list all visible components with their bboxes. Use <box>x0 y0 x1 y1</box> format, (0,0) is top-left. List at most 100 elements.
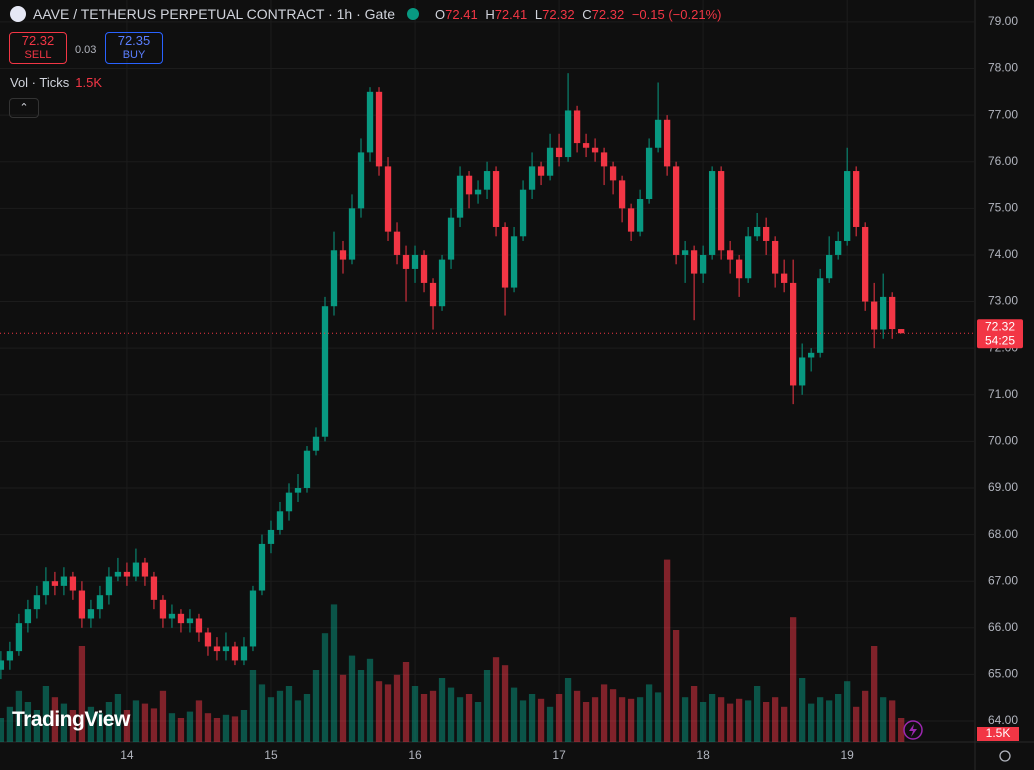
candle-body <box>339 250 347 260</box>
candle-body <box>826 254 833 279</box>
volume-bar <box>96 713 104 742</box>
buy-price: 72.35 <box>117 33 151 48</box>
volume-bar <box>240 710 248 742</box>
ohlc-value: 72.32 <box>591 6 625 22</box>
collapse-button[interactable]: ⌃ <box>9 98 39 118</box>
candle-body <box>726 250 734 260</box>
candle-body <box>24 609 32 624</box>
volume-bar <box>51 697 59 742</box>
candle-body <box>681 250 689 255</box>
volume-bar <box>222 714 230 742</box>
sell-price: 72.32 <box>21 33 55 48</box>
volume-bar <box>303 694 311 742</box>
settings-icon[interactable] <box>999 750 1011 762</box>
volume-bar <box>880 697 887 742</box>
volume-label: 1.5K <box>986 726 1011 740</box>
candle-body <box>51 581 59 586</box>
sell-button[interactable]: 72.32 SELL <box>9 32 67 64</box>
volume-bar <box>762 702 770 742</box>
volume-bar <box>258 684 266 742</box>
volume-bar <box>312 670 320 742</box>
volume-bar <box>231 716 239 742</box>
volume-bar <box>510 687 518 742</box>
candle-body <box>42 581 50 596</box>
candle-body <box>357 152 365 209</box>
volume-bar <box>726 703 734 742</box>
y-tick-label: 64.00 <box>988 713 1018 727</box>
candle-body <box>501 226 509 288</box>
candle-body <box>168 613 176 619</box>
candle-body <box>735 259 743 279</box>
candle-body <box>474 189 482 195</box>
y-tick-label: 77.00 <box>988 107 1018 121</box>
volume-bar <box>699 702 707 742</box>
volume-bar <box>591 697 599 742</box>
volume-bar <box>681 697 689 742</box>
candle-body <box>717 171 725 251</box>
volume-bar <box>898 718 905 742</box>
candle-body <box>249 590 257 647</box>
candle-body <box>546 147 554 176</box>
candle-body <box>150 576 158 600</box>
candle-body <box>889 296 896 330</box>
volume-bar <box>330 604 338 742</box>
y-tick-label: 79.00 <box>988 14 1018 28</box>
volume-bar <box>555 694 563 742</box>
candle-body <box>789 282 797 386</box>
candle-body <box>528 166 536 190</box>
ohlc-key: C <box>582 6 592 22</box>
candle-body <box>672 166 680 255</box>
candle-body <box>654 119 662 148</box>
symbol-title: AAVE / TETHERUS PERPETUAL CONTRACT · 1h … <box>33 6 396 22</box>
candle-body <box>321 306 329 437</box>
volume-bar <box>645 684 653 742</box>
y-tick-label: 69.00 <box>988 480 1018 494</box>
volume-bar <box>249 670 257 742</box>
volume-bar <box>844 681 851 742</box>
volume-bar <box>321 633 329 742</box>
volume-bar <box>141 703 149 742</box>
volume-bar <box>375 681 383 742</box>
y-tick-label: 75.00 <box>988 201 1018 215</box>
market-status[interactable] <box>407 8 420 20</box>
volume-bar <box>654 692 662 742</box>
watermark: TradingView <box>12 708 130 731</box>
candle-body <box>465 175 473 195</box>
bolt-icon <box>903 720 923 740</box>
y-tick-label: 71.00 <box>988 387 1018 401</box>
volume-bar <box>447 687 455 742</box>
bolt-icon <box>909 724 917 737</box>
volume-bar <box>780 706 788 742</box>
y-tick-label: 73.00 <box>988 294 1018 308</box>
candle-body <box>483 171 491 190</box>
volume-bar <box>267 697 275 742</box>
candle-body <box>573 110 581 144</box>
volume-bar <box>564 678 572 742</box>
y-tick-label: 70.00 <box>988 434 1018 448</box>
volume-bar <box>348 655 356 742</box>
candle-body <box>87 609 95 619</box>
candle-body <box>6 651 14 661</box>
candle-body <box>258 543 266 591</box>
volume-bar <box>42 686 50 742</box>
volume-bar <box>537 698 545 742</box>
volume-bar <box>573 690 581 742</box>
volume-bar <box>735 698 743 742</box>
candle-body <box>393 231 401 255</box>
buy-button[interactable]: 72.35 BUY <box>105 32 163 64</box>
volume-bar <box>862 690 869 742</box>
candle-body <box>294 487 302 493</box>
volume-bar <box>357 670 365 742</box>
volume-bar <box>753 686 761 742</box>
candle-body <box>762 226 770 241</box>
volume-bar <box>402 662 410 742</box>
candle-body <box>375 91 383 167</box>
candle-body <box>312 436 320 451</box>
candle-body <box>348 208 356 260</box>
x-tick-label: 15 <box>264 748 278 762</box>
y-tick-label: 68.00 <box>988 527 1018 541</box>
candle-body <box>132 562 140 577</box>
candle-body <box>690 250 698 274</box>
